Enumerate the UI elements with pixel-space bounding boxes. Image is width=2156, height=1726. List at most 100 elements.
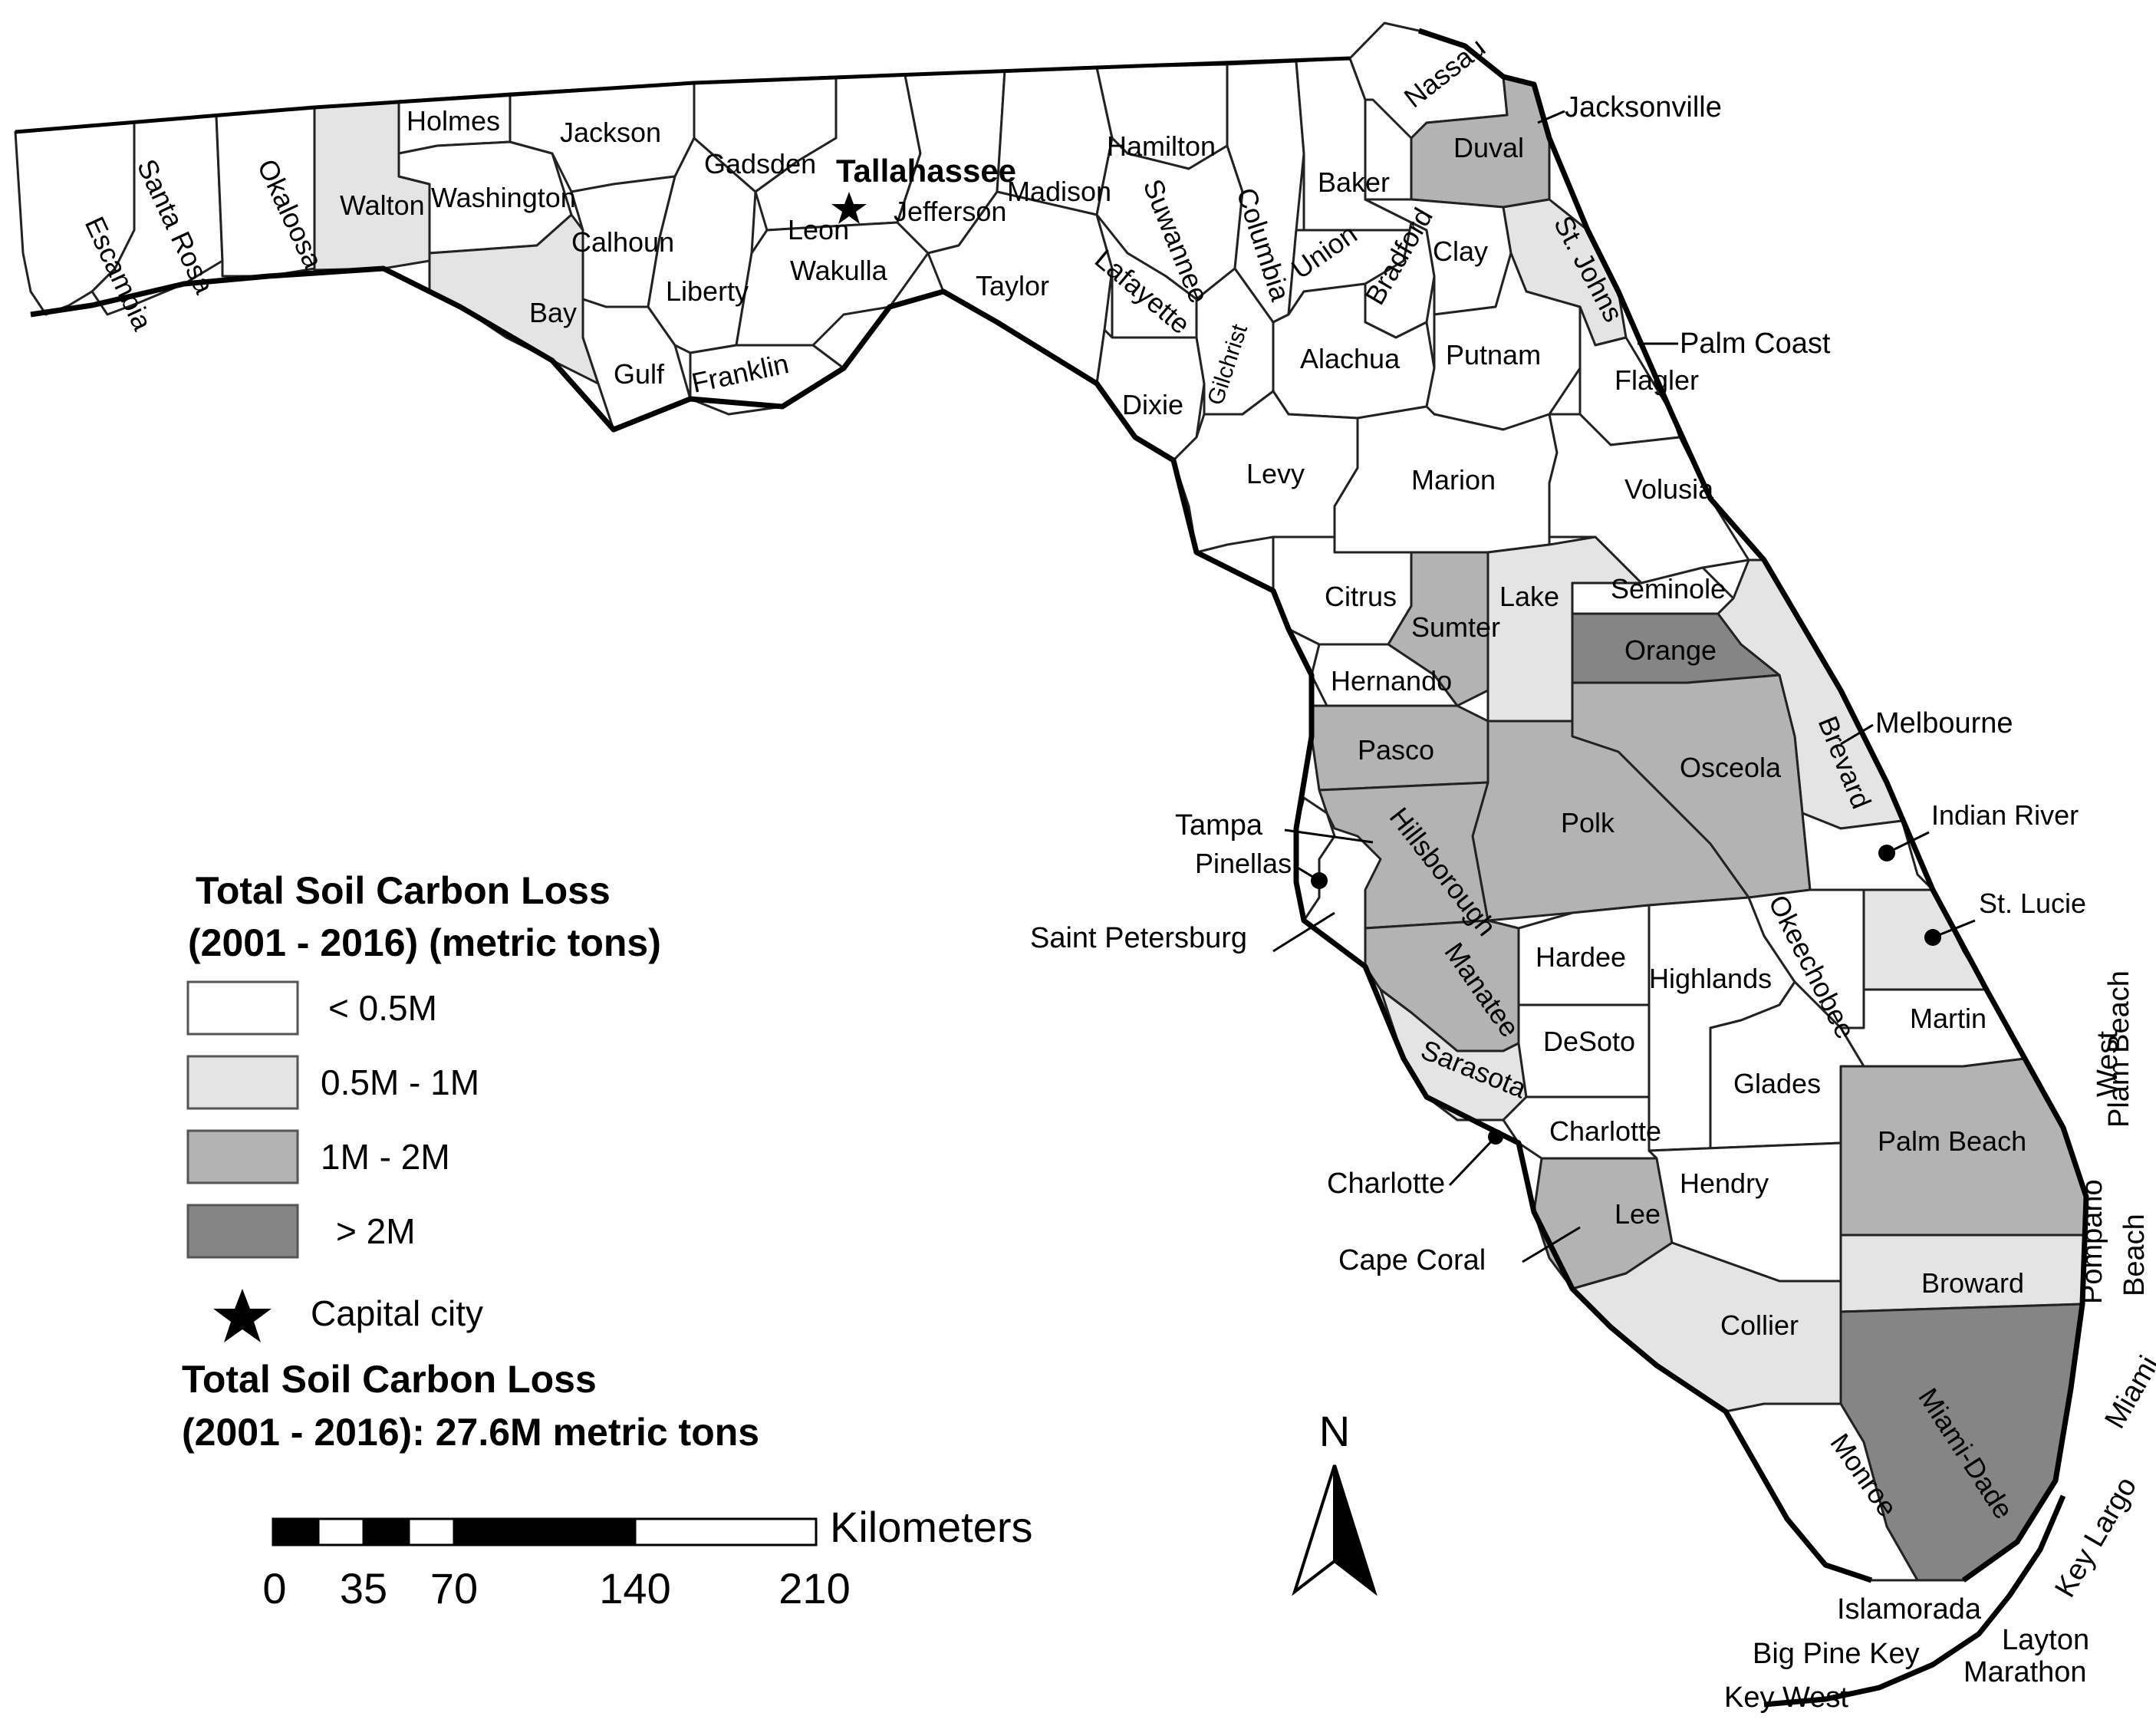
scale-tick-70: 70	[430, 1564, 478, 1612]
legend-title-line1: Total Soil Carbon Loss	[196, 869, 611, 912]
scale-seg-1	[272, 1517, 320, 1546]
legend-title-line2: (2001 - 2016) (metric tons)	[188, 921, 661, 964]
label-liberty: Liberty	[666, 275, 749, 307]
county-duval[interactable]	[1410, 75, 1551, 209]
legend-label-gt-2m: > 2M	[336, 1211, 416, 1251]
gulf-coastline	[30, 265, 1873, 1583]
leader-tampa	[1284, 828, 1374, 844]
label-flagler: Flagler	[1615, 364, 1699, 396]
legend: Total Soil Carbon Loss (2001 - 2016) (me…	[182, 869, 759, 1454]
leader-indian-river	[1886, 831, 1930, 855]
city-plam-beach: Plam Beach	[2103, 970, 2135, 1128]
label-charlotte: Charlotte	[1549, 1115, 1661, 1147]
label-sumter: Sumter	[1411, 611, 1500, 643]
label-polk: Polk	[1561, 807, 1615, 838]
scale-tick-0: 0	[262, 1564, 286, 1612]
legend-label-0-5-1m: 0.5M - 1M	[321, 1062, 479, 1102]
label-madison: Madison	[1007, 176, 1111, 207]
legend-swatch-gt-2m	[186, 1204, 299, 1259]
label-martin: Martin	[1910, 1003, 1986, 1034]
legend-swatch-lt-0-5m	[186, 980, 299, 1036]
county-layer	[14, 21, 2088, 1582]
county-hillsborough[interactable]	[1318, 781, 1489, 930]
label-hardee: Hardee	[1536, 941, 1626, 973]
label-jefferson: Jefferson	[894, 196, 1006, 227]
label-citrus: Citrus	[1325, 581, 1397, 612]
label-alachua: Alachua	[1300, 343, 1401, 374]
label-putnam: Putnam	[1446, 339, 1541, 371]
label-leon: Leon	[788, 214, 849, 245]
leader-melbourne	[1840, 723, 1874, 746]
scale-unit: Kilometers	[830, 1503, 1033, 1551]
label-palm-beach: Palm Beach	[1878, 1125, 2026, 1157]
city-west-1: West	[2092, 1031, 2124, 1097]
label-indian-river: Indian River	[1931, 799, 2079, 831]
legend-swatch-0-5-1m	[186, 1055, 299, 1110]
city-charlotte: Charlotte	[1327, 1168, 1445, 1200]
leader-charlotte	[1448, 1135, 1497, 1187]
leader-saint-petersburg	[1272, 911, 1335, 953]
legend-swatch-1-2m	[186, 1129, 299, 1184]
label-taylor: Taylor	[976, 270, 1049, 301]
city-pompano: Pompano	[2076, 1179, 2108, 1304]
label-holmes: Holmes	[407, 105, 500, 137]
star-icon	[213, 1289, 272, 1342]
label-duval: Duval	[1453, 132, 1524, 163]
label-pasco: Pasco	[1358, 734, 1434, 766]
county-putnam[interactable]	[1425, 252, 1582, 431]
city-key-west: Key West	[1724, 1682, 1848, 1714]
leader-st-lucie	[1932, 919, 1976, 939]
city-saint-petersburg: Saint Petersburg	[1030, 922, 1247, 954]
scale-tick-35: 35	[340, 1564, 387, 1612]
atlantic-coastline	[1417, 28, 2089, 1583]
label-lee: Lee	[1615, 1198, 1661, 1230]
label-dixie: Dixie	[1122, 389, 1183, 420]
legend-label-1-2m: 1M - 2M	[321, 1137, 450, 1177]
scale-tick-210: 210	[778, 1564, 850, 1612]
label-st-lucie: St. Lucie	[1979, 888, 2086, 919]
north-arrow-icon	[1292, 1464, 1378, 1596]
city-islamorada: Islamorada	[1837, 1593, 1982, 1626]
label-hernando: Hernando	[1331, 665, 1452, 697]
label-marion: Marion	[1411, 464, 1496, 496]
city-pompano-beach: Beach	[2118, 1214, 2151, 1296]
leader-cape-coral	[1522, 1226, 1581, 1263]
north-label: N	[1319, 1407, 1350, 1455]
legend-label-lt-0-5m: < 0.5M	[328, 988, 437, 1028]
city-big-pine-key: Big Pine Key	[1753, 1638, 1920, 1670]
keys-chain	[1763, 1494, 2066, 1708]
label-walton: Walton	[340, 189, 425, 221]
star-icon	[831, 192, 867, 224]
city-marathon: Marathon	[1963, 1656, 2087, 1688]
label-jackson: Jackson	[560, 117, 661, 148]
label-calhoun: Calhoun	[571, 226, 674, 258]
label-hamilton: Hamilton	[1107, 130, 1216, 162]
leader-jacksonville	[1537, 110, 1565, 124]
label-broward: Broward	[1921, 1267, 2024, 1299]
legend-total-line1: Total Soil Carbon Loss	[182, 1358, 597, 1401]
city-tampa: Tampa	[1175, 809, 1263, 842]
county-indian-river[interactable]	[1801, 812, 1934, 891]
north-arrow: N	[1292, 1407, 1378, 1596]
scale-seg-3	[362, 1517, 410, 1546]
label-hendry: Hendry	[1680, 1168, 1769, 1199]
legend-total-line2: (2001 - 2016): 27.6M metric tons	[182, 1411, 759, 1454]
state-border-north	[15, 56, 1351, 134]
label-pinellas: Pinellas	[1195, 848, 1292, 879]
label-seminole: Seminole	[1611, 573, 1726, 604]
city-key-largo: Key Largo	[2049, 1471, 2143, 1602]
label-volusia: Volusia	[1624, 473, 1714, 505]
label-gadsden: Gadsden	[704, 148, 816, 180]
scale-seg-4	[407, 1517, 456, 1546]
label-bay: Bay	[529, 297, 577, 328]
scale-seg-6	[634, 1517, 818, 1546]
city-jacksonville: Jacksonville	[1565, 91, 1722, 124]
label-desoto: DeSoto	[1543, 1026, 1635, 1057]
label-collier: Collier	[1720, 1309, 1799, 1341]
legend-label-capital: Capital city	[311, 1293, 483, 1333]
label-highlands: Highlands	[1649, 963, 1772, 994]
city-melbourne: Melbourne	[1875, 707, 2013, 739]
city-tallahassee: Tallahassee	[836, 153, 1016, 189]
label-washington: Washington	[431, 182, 576, 213]
